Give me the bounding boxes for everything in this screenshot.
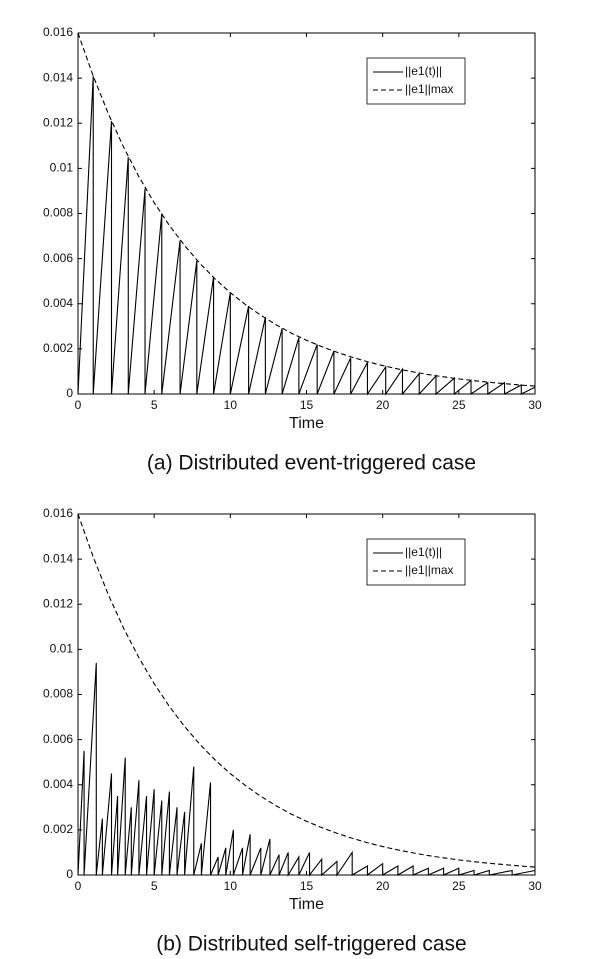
legend-box	[366, 538, 466, 586]
x-axis-title: Time	[289, 896, 324, 913]
x-tick-label: 20	[376, 398, 390, 412]
caption: (b) Distributed self-triggered case	[156, 933, 466, 956]
caption: (a) Distributed event-triggered case	[147, 452, 476, 475]
y-tick-label: 0	[66, 867, 73, 881]
x-tick-label: 0	[75, 398, 82, 412]
data-line	[77, 513, 536, 868]
x-tick-label: 5	[151, 879, 158, 893]
y-tick-label: 0.014	[43, 70, 73, 84]
x-tick-label: 5	[151, 398, 158, 412]
y-tick-label: 0.004	[43, 296, 73, 310]
x-axis-title: Time	[289, 415, 324, 432]
data-line	[77, 32, 536, 387]
y-tick-label: 0.012	[43, 596, 73, 610]
y-tick-label: 0.012	[43, 115, 73, 129]
legend: ||e1(t)|| ||e1||max	[366, 538, 466, 586]
x-tick-label: 25	[452, 398, 466, 412]
legend-label: ||e1||max	[405, 82, 454, 96]
y-tick-label: 0.016	[43, 506, 73, 520]
legend: ||e1(t)|| ||e1||max	[366, 57, 466, 105]
y-tick-label: 0.008	[43, 206, 73, 220]
legend-box	[366, 57, 466, 105]
x-tick-label: 30	[528, 398, 542, 412]
x-tick-label: 10	[224, 398, 238, 412]
x-tick-label: 10	[224, 879, 238, 893]
x-tick-label: 15	[300, 879, 314, 893]
y-tick-label: 0.008	[43, 687, 73, 701]
data-line	[77, 662, 536, 878]
y-tick-label: 0.002	[43, 341, 73, 355]
x-tick-label: 20	[376, 879, 390, 893]
legend-label: ||e1(t)||	[405, 545, 442, 559]
y-tick-label: 0.016	[43, 25, 73, 39]
x-tick-label: 15	[300, 398, 314, 412]
subplot: 0 0.002 0.004 0.006 0.008 0.01 0.012 0.014 0.016…	[43, 25, 542, 474]
y-tick-label: 0.01	[50, 161, 74, 175]
y-tick-label: 0	[66, 386, 73, 400]
y-tick-label: 0.006	[43, 251, 73, 265]
y-tick-label: 0.004	[43, 777, 73, 791]
y-tick-label: 0.006	[43, 732, 73, 746]
y-tick-label: 0.002	[43, 822, 73, 836]
subplot: 0 0.002 0.004 0.006 0.008 0.01 0.012 0.014 0.016…	[43, 506, 542, 955]
y-tick-label: 0.01	[50, 642, 74, 656]
x-tick-label: 30	[528, 879, 542, 893]
y-tick-label: 0.014	[43, 551, 73, 565]
legend-label: ||e1(t)||	[405, 64, 442, 78]
data-line	[77, 75, 536, 396]
legend-label: ||e1||max	[405, 563, 454, 577]
x-tick-label: 0	[75, 879, 82, 893]
x-tick-label: 25	[452, 879, 466, 893]
